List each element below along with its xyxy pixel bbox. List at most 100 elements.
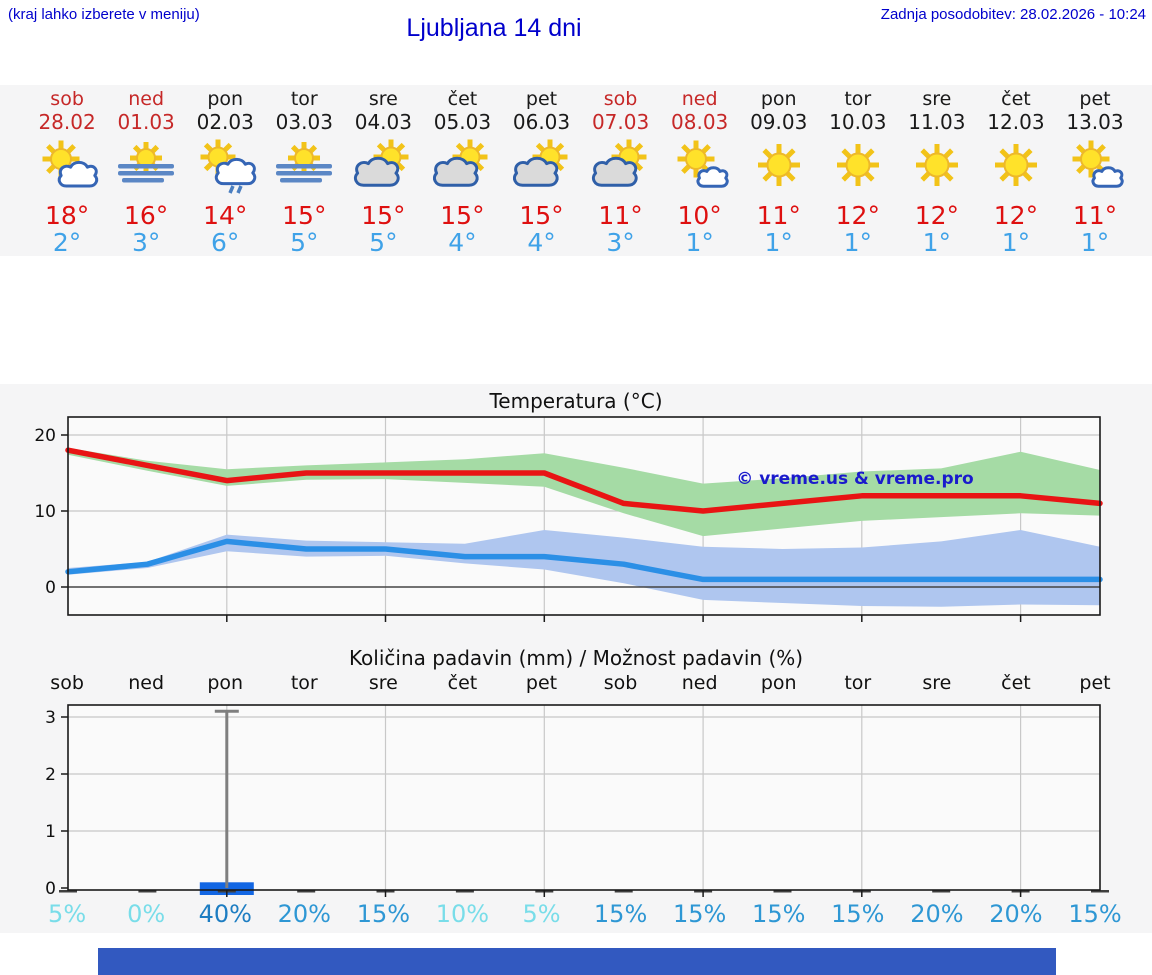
precip-probability: 5% xyxy=(522,900,561,928)
bottom-bar[interactable] xyxy=(98,948,1056,975)
day-date: 05.03 xyxy=(433,110,492,134)
day-name: pet xyxy=(1079,88,1111,110)
svg-text:3: 3 xyxy=(45,708,56,728)
precip-day-label: ned xyxy=(681,672,718,694)
day-column: tor 10.03 12° 1° xyxy=(818,88,898,256)
day-low-temp: 1° xyxy=(843,228,872,257)
precip-probability: 40% xyxy=(198,900,252,928)
day-column: čet 05.03 15° 4° xyxy=(422,88,502,256)
last-updated: Zadnja posodobitev: 28.02.2026 - 10:24 xyxy=(880,6,1146,23)
precip-day-label: tor xyxy=(290,672,318,694)
precip-day-label: pon xyxy=(760,672,797,694)
min-temp-line xyxy=(65,538,1103,583)
day-date: 09.03 xyxy=(750,110,808,134)
cloudy-sun-icon xyxy=(512,139,568,187)
day-date: 13.03 xyxy=(1066,110,1124,134)
precip-probability: 10% xyxy=(435,900,490,928)
temp-plot-border xyxy=(67,416,1101,616)
precip-day-label: ned xyxy=(128,672,165,694)
day-column: sre 04.03 15° 5° xyxy=(343,88,423,256)
precip-day-label: pon xyxy=(207,672,244,694)
day-column: sre 11.03 12° 1° xyxy=(897,88,977,256)
day-name: čet xyxy=(1001,88,1031,110)
day-high-temp: 11° xyxy=(598,201,643,230)
precip-day-label: pet xyxy=(1079,672,1111,694)
day-low-temp: 5° xyxy=(369,228,398,257)
partly-cloudy-icon xyxy=(42,140,99,188)
precip-day-label: čet xyxy=(447,672,478,694)
day-date: 10.03 xyxy=(829,110,887,134)
day-date: 07.03 xyxy=(591,110,650,134)
precip-probability: 15% xyxy=(356,900,411,928)
day-low-temp: 1° xyxy=(922,228,952,257)
precip-day-label: sre xyxy=(922,672,952,694)
day-low-temp: 4° xyxy=(448,228,477,257)
precip-probability: 5% xyxy=(48,900,87,928)
precip-axis-ticks xyxy=(61,716,1022,897)
day-column: sob 28.02 18° 2° xyxy=(27,88,107,256)
day-name: sre xyxy=(922,88,952,110)
precip-probability: 15% xyxy=(831,900,885,928)
day-low-temp: 2° xyxy=(52,228,82,257)
svg-text:0: 0 xyxy=(45,879,56,899)
sunny-icon xyxy=(757,144,800,186)
precip-probability: 0% xyxy=(127,900,166,928)
sunny-icon xyxy=(915,144,958,186)
day-low-temp: 1° xyxy=(1001,228,1031,257)
day-date: 28.02 xyxy=(38,110,96,134)
precip-probability: 15% xyxy=(1068,900,1122,928)
precip-probability: 20% xyxy=(910,900,964,928)
day-high-temp: 12° xyxy=(993,201,1039,230)
day-column: pon 09.03 11° 1° xyxy=(739,88,819,256)
svg-text:2: 2 xyxy=(45,765,56,785)
day-date: 01.03 xyxy=(117,110,175,134)
temperature-chart: © vreme.us & vreme.pro 0 10 20 xyxy=(0,385,1152,635)
max-temp-band xyxy=(68,447,1100,537)
day-column: pet 06.03 15° 4° xyxy=(502,88,582,256)
day-date: 08.03 xyxy=(671,110,729,134)
svg-text:10: 10 xyxy=(34,502,56,522)
svg-text:20: 20 xyxy=(34,426,56,446)
day-high-temp: 15° xyxy=(282,201,327,230)
day-high-temp: 11° xyxy=(1072,201,1118,230)
day-column: tor 03.03 15° 5° xyxy=(264,88,344,256)
day-date: 02.03 xyxy=(196,110,254,134)
precip-y-labels: 0 1 2 3 xyxy=(45,708,56,899)
sunny-icon xyxy=(994,144,1037,186)
precip-probability: 15% xyxy=(752,900,806,928)
precip-probability: 20% xyxy=(989,900,1043,928)
svg-text:0: 0 xyxy=(45,578,56,598)
day-name: sob xyxy=(50,88,84,110)
day-name: ned xyxy=(128,88,165,110)
precip-day-label: sob xyxy=(603,672,638,694)
day-column: sob 07.03 11° 3° xyxy=(581,88,661,256)
day-date: 04.03 xyxy=(354,110,412,134)
precip-chart-title: Količina padavin (mm) / Možnost padavin … xyxy=(348,646,804,670)
cloudy-sun-icon xyxy=(433,139,488,187)
page-title: Ljubljana 14 dni xyxy=(406,14,582,42)
day-low-temp: 3° xyxy=(606,228,635,257)
sun-rain-icon xyxy=(200,139,257,194)
day-date: 03.03 xyxy=(275,110,333,134)
precip-bar xyxy=(199,882,254,895)
cloudy-sun-icon xyxy=(354,139,409,187)
day-high-temp: 11° xyxy=(756,201,801,230)
day-high-temp: 12° xyxy=(835,201,880,230)
watermark[interactable]: © vreme.us & vreme.pro xyxy=(736,469,973,489)
fog-sun-icon xyxy=(118,142,175,183)
day-name: sre xyxy=(368,88,398,110)
day-name: pon xyxy=(760,88,797,110)
day-name: čet xyxy=(447,88,478,110)
day-high-temp: 12° xyxy=(914,201,960,230)
day-low-temp: 6° xyxy=(211,228,240,257)
day-column: ned 01.03 16° 3° xyxy=(106,88,186,256)
mostly-sunny-icon xyxy=(677,140,729,188)
precip-day-label: tor xyxy=(844,672,872,694)
fog-sun-icon xyxy=(276,142,333,183)
precip-day-label: čet xyxy=(1001,672,1031,694)
day-name: tor xyxy=(290,88,318,110)
precip-plot-border xyxy=(67,704,1101,891)
day-name: pon xyxy=(207,88,244,110)
precip-day-label: sre xyxy=(368,672,398,694)
